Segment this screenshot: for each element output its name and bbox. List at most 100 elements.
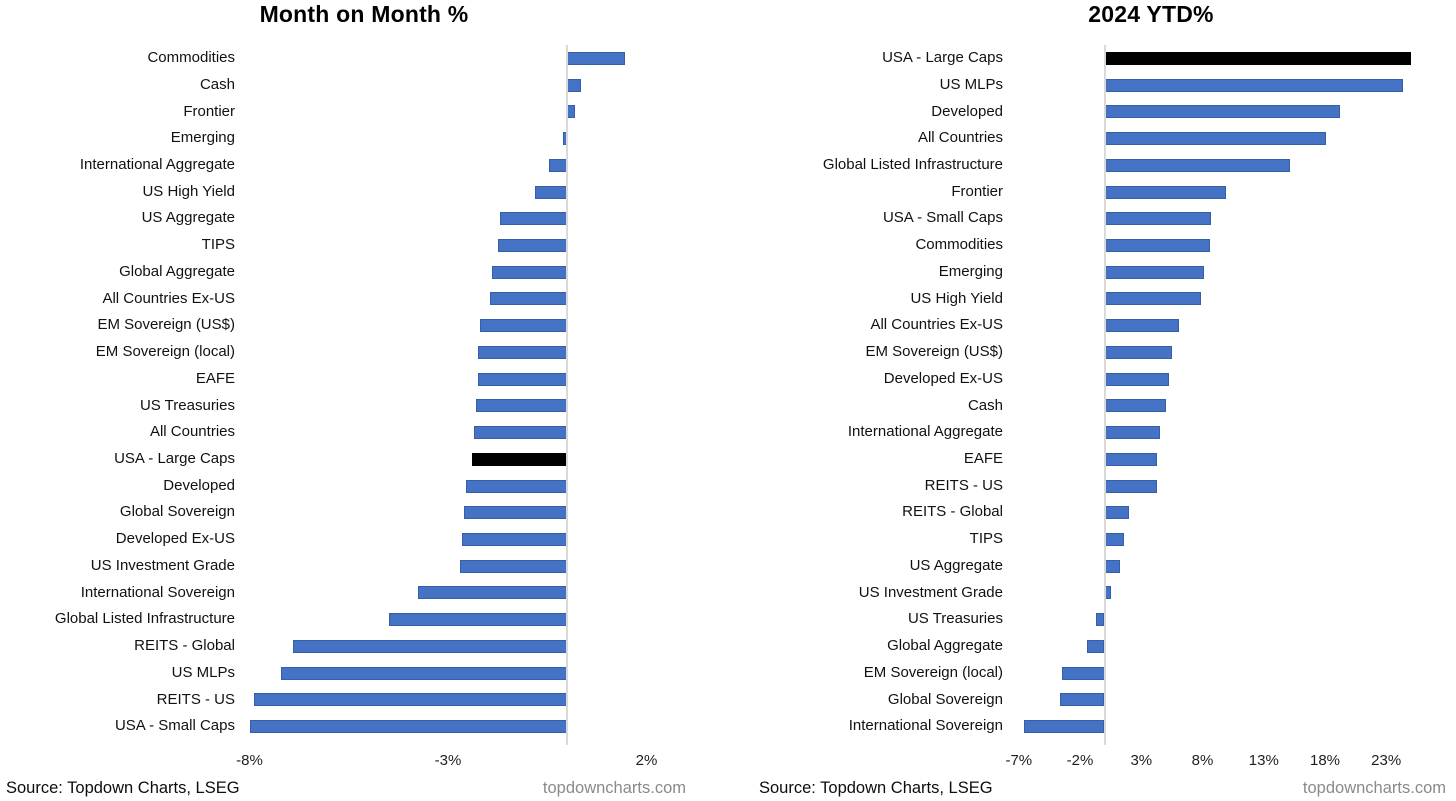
category-label: EM Sovereign (US$) bbox=[97, 316, 235, 334]
bar-row: Frontier bbox=[728, 179, 1456, 206]
bar-row: EM Sovereign (local) bbox=[0, 339, 728, 366]
bar-row: EM Sovereign (US$) bbox=[728, 339, 1456, 366]
bar bbox=[1104, 238, 1210, 252]
category-label: Developed Ex-US bbox=[115, 530, 235, 548]
category-label: US Investment Grade bbox=[858, 583, 1003, 601]
category-label: US MLPs bbox=[171, 663, 235, 681]
bar-row: US Treasuries bbox=[728, 606, 1456, 633]
bar bbox=[293, 639, 568, 653]
bar bbox=[1104, 452, 1158, 466]
bar bbox=[281, 666, 568, 680]
bar bbox=[1104, 345, 1172, 359]
category-label: TIPS bbox=[969, 530, 1003, 548]
website-credit: topdowncharts.com bbox=[1302, 779, 1446, 797]
bar bbox=[1104, 212, 1212, 226]
category-label: All Countries Ex-US bbox=[870, 316, 1003, 334]
bar bbox=[249, 720, 568, 734]
category-label: International Sovereign bbox=[848, 717, 1003, 735]
category-label: Developed Ex-US bbox=[883, 369, 1003, 387]
bar-row: Developed Ex-US bbox=[728, 366, 1456, 393]
bar bbox=[477, 372, 568, 386]
category-label: All Countries Ex-US bbox=[102, 289, 235, 307]
category-label: TIPS bbox=[201, 236, 235, 254]
bar bbox=[253, 693, 568, 707]
bar bbox=[1104, 559, 1121, 573]
category-label: US Treasuries bbox=[139, 396, 235, 414]
category-label: REITS - US bbox=[924, 476, 1003, 494]
bar-row: EAFE bbox=[728, 446, 1456, 473]
category-label: USA - Small Caps bbox=[114, 717, 235, 735]
website-credit: topdowncharts.com bbox=[542, 779, 686, 797]
bar-row: US MLPs bbox=[728, 72, 1456, 99]
bar-row: Frontier bbox=[0, 99, 728, 126]
bar bbox=[549, 158, 568, 172]
category-label: US Aggregate bbox=[909, 556, 1003, 574]
bar-row: Developed bbox=[0, 473, 728, 500]
category-label: REITS - Global bbox=[134, 637, 235, 655]
bar-row: EM Sovereign (local) bbox=[728, 660, 1456, 687]
ytd-chart-panel: 2024 YTD% USA - Large Caps US MLPs Develop… bbox=[728, 0, 1456, 801]
bar-row: Global Listed Infrastructure bbox=[0, 606, 728, 633]
bar-row: EM Sovereign (US$) bbox=[0, 312, 728, 339]
bar bbox=[491, 265, 568, 279]
x-axis-tick-label: -8% bbox=[236, 752, 263, 769]
category-label: Global Sovereign bbox=[887, 690, 1003, 708]
category-label: USA - Large Caps bbox=[114, 449, 235, 467]
category-label: Developed bbox=[931, 102, 1003, 120]
bar-row: US High Yield bbox=[728, 286, 1456, 313]
category-label: International Aggregate bbox=[79, 155, 235, 173]
category-label: Global Sovereign bbox=[119, 503, 235, 521]
bar-row: Developed Ex-US bbox=[0, 526, 728, 553]
x-axis-tick-label: 13% bbox=[1248, 752, 1279, 769]
category-label: Cash bbox=[199, 75, 235, 93]
bar bbox=[463, 506, 568, 520]
bar bbox=[1104, 158, 1290, 172]
bar-row: Developed bbox=[728, 99, 1456, 126]
category-label: US Aggregate bbox=[141, 209, 235, 227]
bar bbox=[459, 559, 568, 573]
bar bbox=[1087, 639, 1105, 653]
category-label: USA - Large Caps bbox=[882, 49, 1003, 66]
bar-row: EAFE bbox=[0, 366, 728, 393]
bar-row: US High Yield bbox=[0, 179, 728, 206]
bar-row: Global Sovereign bbox=[728, 687, 1456, 714]
bar bbox=[1104, 105, 1340, 119]
bar-row: US Investment Grade bbox=[728, 580, 1456, 607]
category-label: Global Aggregate bbox=[887, 637, 1003, 655]
category-label: EM Sovereign (local) bbox=[863, 663, 1003, 681]
bar bbox=[499, 212, 568, 226]
bar-row: Global Aggregate bbox=[0, 259, 728, 286]
bar bbox=[479, 319, 568, 333]
bar bbox=[567, 78, 581, 92]
bar bbox=[465, 479, 568, 493]
bar-row: Global Aggregate bbox=[728, 633, 1456, 660]
bar-row: Commodities bbox=[0, 45, 728, 72]
bar bbox=[1104, 319, 1180, 333]
zero-axis-line bbox=[566, 45, 569, 745]
x-axis-tick-label: -7% bbox=[1005, 752, 1033, 769]
chart-footer: Source: Topdown Charts, LSEG topdownchar… bbox=[0, 776, 728, 800]
category-label: Frontier bbox=[183, 102, 235, 120]
bar bbox=[1104, 479, 1158, 493]
bar-row: TIPS bbox=[0, 232, 728, 259]
bar-row: US Treasuries bbox=[0, 393, 728, 420]
bar bbox=[1061, 666, 1105, 680]
category-label: REITS - US bbox=[156, 690, 235, 708]
source-credit: Source: Topdown Charts, LSEG bbox=[6, 779, 240, 797]
bar bbox=[461, 532, 568, 546]
category-label: All Countries bbox=[917, 129, 1003, 147]
bar-row: International Sovereign bbox=[728, 713, 1456, 740]
bar bbox=[489, 292, 568, 306]
bar bbox=[1104, 132, 1327, 146]
x-axis-tick-label: -2% bbox=[1066, 752, 1094, 769]
category-label: International Sovereign bbox=[80, 583, 235, 601]
bar-row: All Countries bbox=[728, 125, 1456, 152]
category-label: International Aggregate bbox=[847, 423, 1003, 441]
bar-row: US Aggregate bbox=[0, 205, 728, 232]
bar bbox=[1060, 693, 1105, 707]
category-label: US Investment Grade bbox=[90, 556, 235, 574]
category-label: REITS - Global bbox=[902, 503, 1003, 521]
source-credit: Source: Topdown Charts, LSEG bbox=[759, 779, 993, 797]
bar-row: USA - Large Caps bbox=[728, 45, 1456, 72]
